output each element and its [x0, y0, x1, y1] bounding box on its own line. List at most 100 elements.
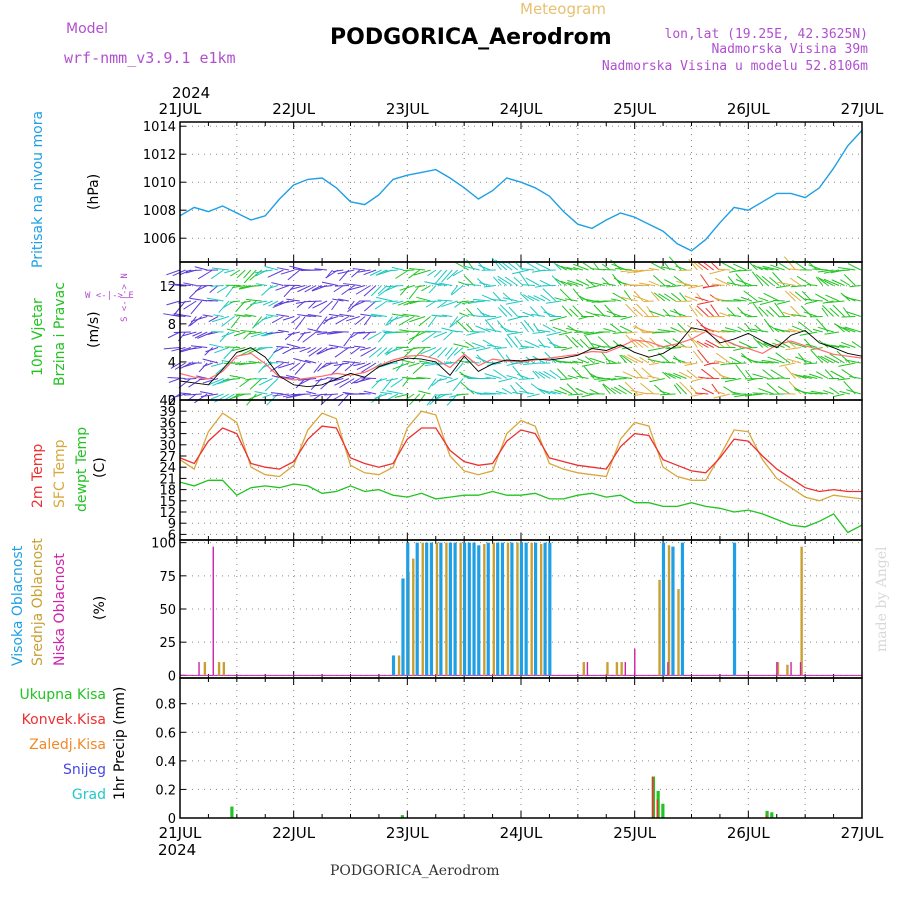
wind-arrow [311, 285, 322, 292]
wind-arrow [275, 285, 290, 291]
wind-arrow [287, 269, 301, 281]
wind-arrow [572, 360, 584, 364]
wind-arrow [171, 347, 186, 352]
wind-arrow [659, 390, 671, 395]
wind-arrow [664, 372, 676, 379]
wind-arrow [697, 300, 714, 306]
wind-arrow [480, 312, 491, 317]
wind-arrow [529, 306, 540, 317]
wind-arrow [785, 329, 796, 333]
wind-arrow [647, 358, 665, 364]
wind-arrow [535, 262, 551, 271]
cloud-mid-bar [435, 542, 439, 676]
wind-arrow [653, 274, 666, 286]
wind-arrow [536, 329, 551, 333]
wind-arrow [280, 376, 295, 379]
wind-arrow [214, 347, 230, 354]
wind-arrow [714, 390, 725, 395]
wind-arrow [249, 331, 262, 335]
wind-arrow [337, 269, 355, 275]
wind-arrow [205, 347, 219, 353]
wind-arrow [808, 373, 823, 379]
wind-arrow [499, 304, 513, 317]
y-tick-label: 1014 [143, 120, 176, 135]
wind-arrow [178, 378, 192, 389]
cloud-high-bar [671, 546, 675, 676]
wind-arrow [717, 268, 731, 271]
wind-arrow [210, 269, 224, 280]
wind-arrow [485, 328, 502, 333]
wind-arrow [826, 300, 845, 304]
wind-arrow [224, 269, 235, 274]
wind-arrow [283, 285, 295, 298]
wind-arrow [229, 300, 240, 303]
wind-arrow [676, 280, 693, 286]
wind-arrow [267, 269, 284, 278]
wind-arrow [441, 269, 453, 283]
wind-arrow [566, 383, 578, 395]
wind-arrow [653, 292, 666, 302]
wind-arrow [229, 375, 246, 379]
wind-arrow [692, 350, 704, 364]
precip-panel: 0 0.2 0.4 0.6 0.8 [155, 677, 863, 827]
cloud-high-bar [439, 542, 443, 676]
wind-arrow [173, 331, 191, 334]
wind-arrow [256, 283, 268, 286]
wind-arrow [784, 290, 796, 302]
wind-arrow [276, 314, 290, 317]
wind-arrow [348, 285, 366, 291]
wind-arrow [752, 337, 764, 348]
wind-arrow [398, 316, 415, 326]
wind-arrow [437, 347, 448, 358]
wind-arrow [522, 311, 535, 317]
wind-arrow [619, 354, 627, 364]
cloud-mid-bar [530, 542, 533, 676]
wind-arrow [639, 336, 655, 348]
wind-arrow [543, 311, 556, 317]
wind-arrow [675, 345, 693, 348]
wind-arrow [171, 314, 186, 317]
wind-arrow [560, 265, 573, 271]
wind-arrow [640, 330, 654, 333]
wind-arrow [728, 362, 747, 365]
wind-arrow [763, 343, 774, 348]
wind-arrow [527, 393, 540, 398]
wind-arrow [560, 280, 573, 286]
cloud-mid-bar [506, 542, 510, 676]
wind-arrow [289, 362, 301, 371]
wind-arrow [769, 306, 780, 317]
wind-arrow [647, 375, 660, 379]
product-label: Meteogram [520, 0, 606, 18]
wind-arrow [438, 282, 453, 286]
wind-arrow [202, 314, 213, 317]
wind-arrow [772, 299, 785, 302]
cloud-high-bar [401, 578, 405, 676]
wind-arrow [532, 331, 545, 334]
wind-arrow [331, 300, 339, 311]
wind-arrow [209, 343, 224, 348]
wind-arrow [282, 316, 295, 321]
wind-arrow [601, 351, 611, 364]
wind-arrow [695, 392, 709, 395]
wind-arrow [784, 256, 796, 271]
wind-arrow [589, 388, 600, 395]
wind-arrow [343, 283, 360, 286]
wind-arrow [437, 299, 453, 302]
wind-arrow [577, 358, 589, 364]
wind-arrow [534, 370, 546, 379]
wind-arrow [648, 310, 665, 317]
wind-arrow [211, 267, 230, 271]
wind-arrow [484, 319, 497, 333]
wind-arrow [476, 278, 486, 286]
cloud-mid-bar [658, 579, 661, 676]
wind-arrow [431, 282, 447, 286]
wind-arrow [254, 390, 268, 395]
precip-total-bar [770, 812, 774, 818]
wind-arrow [700, 368, 715, 379]
wind-arrow [690, 393, 703, 397]
wind-arrow [412, 347, 426, 360]
wind-arrow [696, 305, 709, 317]
wind-arrow [367, 331, 382, 341]
wind-arrow [618, 384, 633, 395]
wind-arrow [777, 281, 796, 286]
